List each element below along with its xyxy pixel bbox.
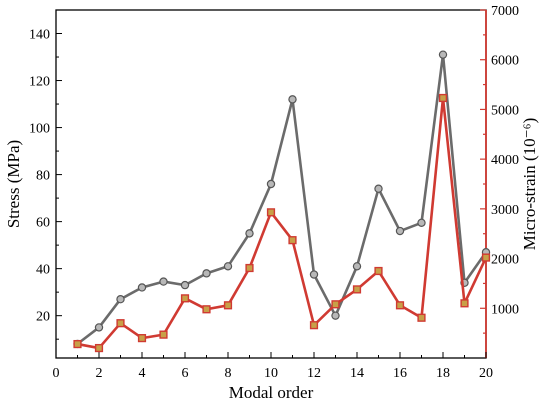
y-axis-right: 1000 2000 3000 4000 5000 6000 7000: [480, 4, 519, 334]
y-axis-left: 20 40 60 80 100 120 140: [29, 28, 62, 340]
y-tick-label: 60: [36, 216, 50, 231]
series-2-point: [137, 334, 147, 343]
y-tick-label: 40: [36, 263, 50, 278]
series-1-point: [180, 280, 190, 290]
x-tick-label: 0: [53, 366, 60, 381]
series-1-point: [438, 50, 448, 59]
y2-tick-label: 1000: [491, 302, 519, 317]
x-tick-label: 8: [225, 366, 232, 381]
series-2-point: [266, 208, 276, 217]
series-1-point: [116, 295, 125, 304]
x-tick-label: 10: [264, 366, 278, 381]
y2-axis-title: Micro-strain (10⁻⁶): [520, 118, 539, 250]
series-2-point: [73, 339, 82, 349]
y2-tick-label: 6000: [491, 54, 519, 69]
series-2-point: [223, 301, 233, 310]
y2-tick-label: 4000: [491, 153, 519, 168]
series-layer: [73, 50, 491, 353]
series-2-point: [309, 321, 319, 330]
y2-tick-label: 7000: [491, 4, 519, 19]
y-tick-label: 140: [29, 28, 50, 43]
x-tick-label: 6: [182, 366, 189, 381]
y-axis-title: Stress (MPa): [4, 140, 23, 228]
series-1-point: [309, 270, 319, 279]
series-1-point: [374, 184, 383, 193]
series-2-point: [352, 285, 362, 294]
series-2-point: [395, 301, 405, 310]
series-1-point: [137, 283, 147, 292]
series-1-point: [223, 262, 233, 271]
x-tick-label: 2: [96, 366, 103, 381]
series-1-point: [94, 323, 104, 332]
y-tick-label: 100: [29, 122, 50, 137]
x-tick-label: 18: [436, 366, 450, 381]
series-line-1: [76, 53, 488, 345]
series-2-point: [245, 263, 254, 273]
series-1-point: [159, 277, 168, 286]
series-1-point: [395, 226, 405, 236]
series-2-point: [374, 266, 383, 276]
series-2-point: [481, 253, 491, 262]
series-2-point: [116, 319, 125, 328]
series-1-point: [245, 229, 254, 238]
series-1-point: [417, 218, 426, 227]
x-tick-label: 16: [393, 366, 407, 381]
y2-tick-label: 5000: [491, 103, 519, 118]
series-2-point: [460, 299, 469, 308]
y-tick-label: 120: [29, 75, 50, 90]
y-tick-label: 20: [36, 310, 50, 325]
series-2-point: [288, 236, 297, 245]
x-axis-title: Modal order: [229, 383, 314, 402]
series-2-point: [202, 305, 211, 314]
x-tick-label: 20: [479, 366, 493, 381]
series-1-point: [331, 311, 340, 320]
series-1-point: [266, 179, 276, 189]
series-2-point: [159, 330, 168, 339]
x-axis: 0 2 4 6 8 10 12 14 16 18 20: [53, 352, 493, 381]
series-2-point: [331, 300, 340, 309]
x-tick-label: 12: [307, 366, 321, 381]
y2-tick-label: 2000: [491, 253, 519, 268]
y-tick-label: 80: [36, 169, 50, 184]
y2-tick-label: 3000: [491, 203, 519, 218]
series-2-point: [180, 294, 190, 303]
series-2-point: [438, 93, 448, 103]
x-tick-label: 14: [350, 366, 364, 381]
series-2-point: [417, 313, 426, 322]
series-1-point: [352, 262, 362, 271]
x-tick-label: 4: [139, 366, 146, 381]
series-2-point: [94, 343, 104, 353]
series-1-point: [288, 95, 297, 104]
series-1-point: [202, 269, 211, 278]
